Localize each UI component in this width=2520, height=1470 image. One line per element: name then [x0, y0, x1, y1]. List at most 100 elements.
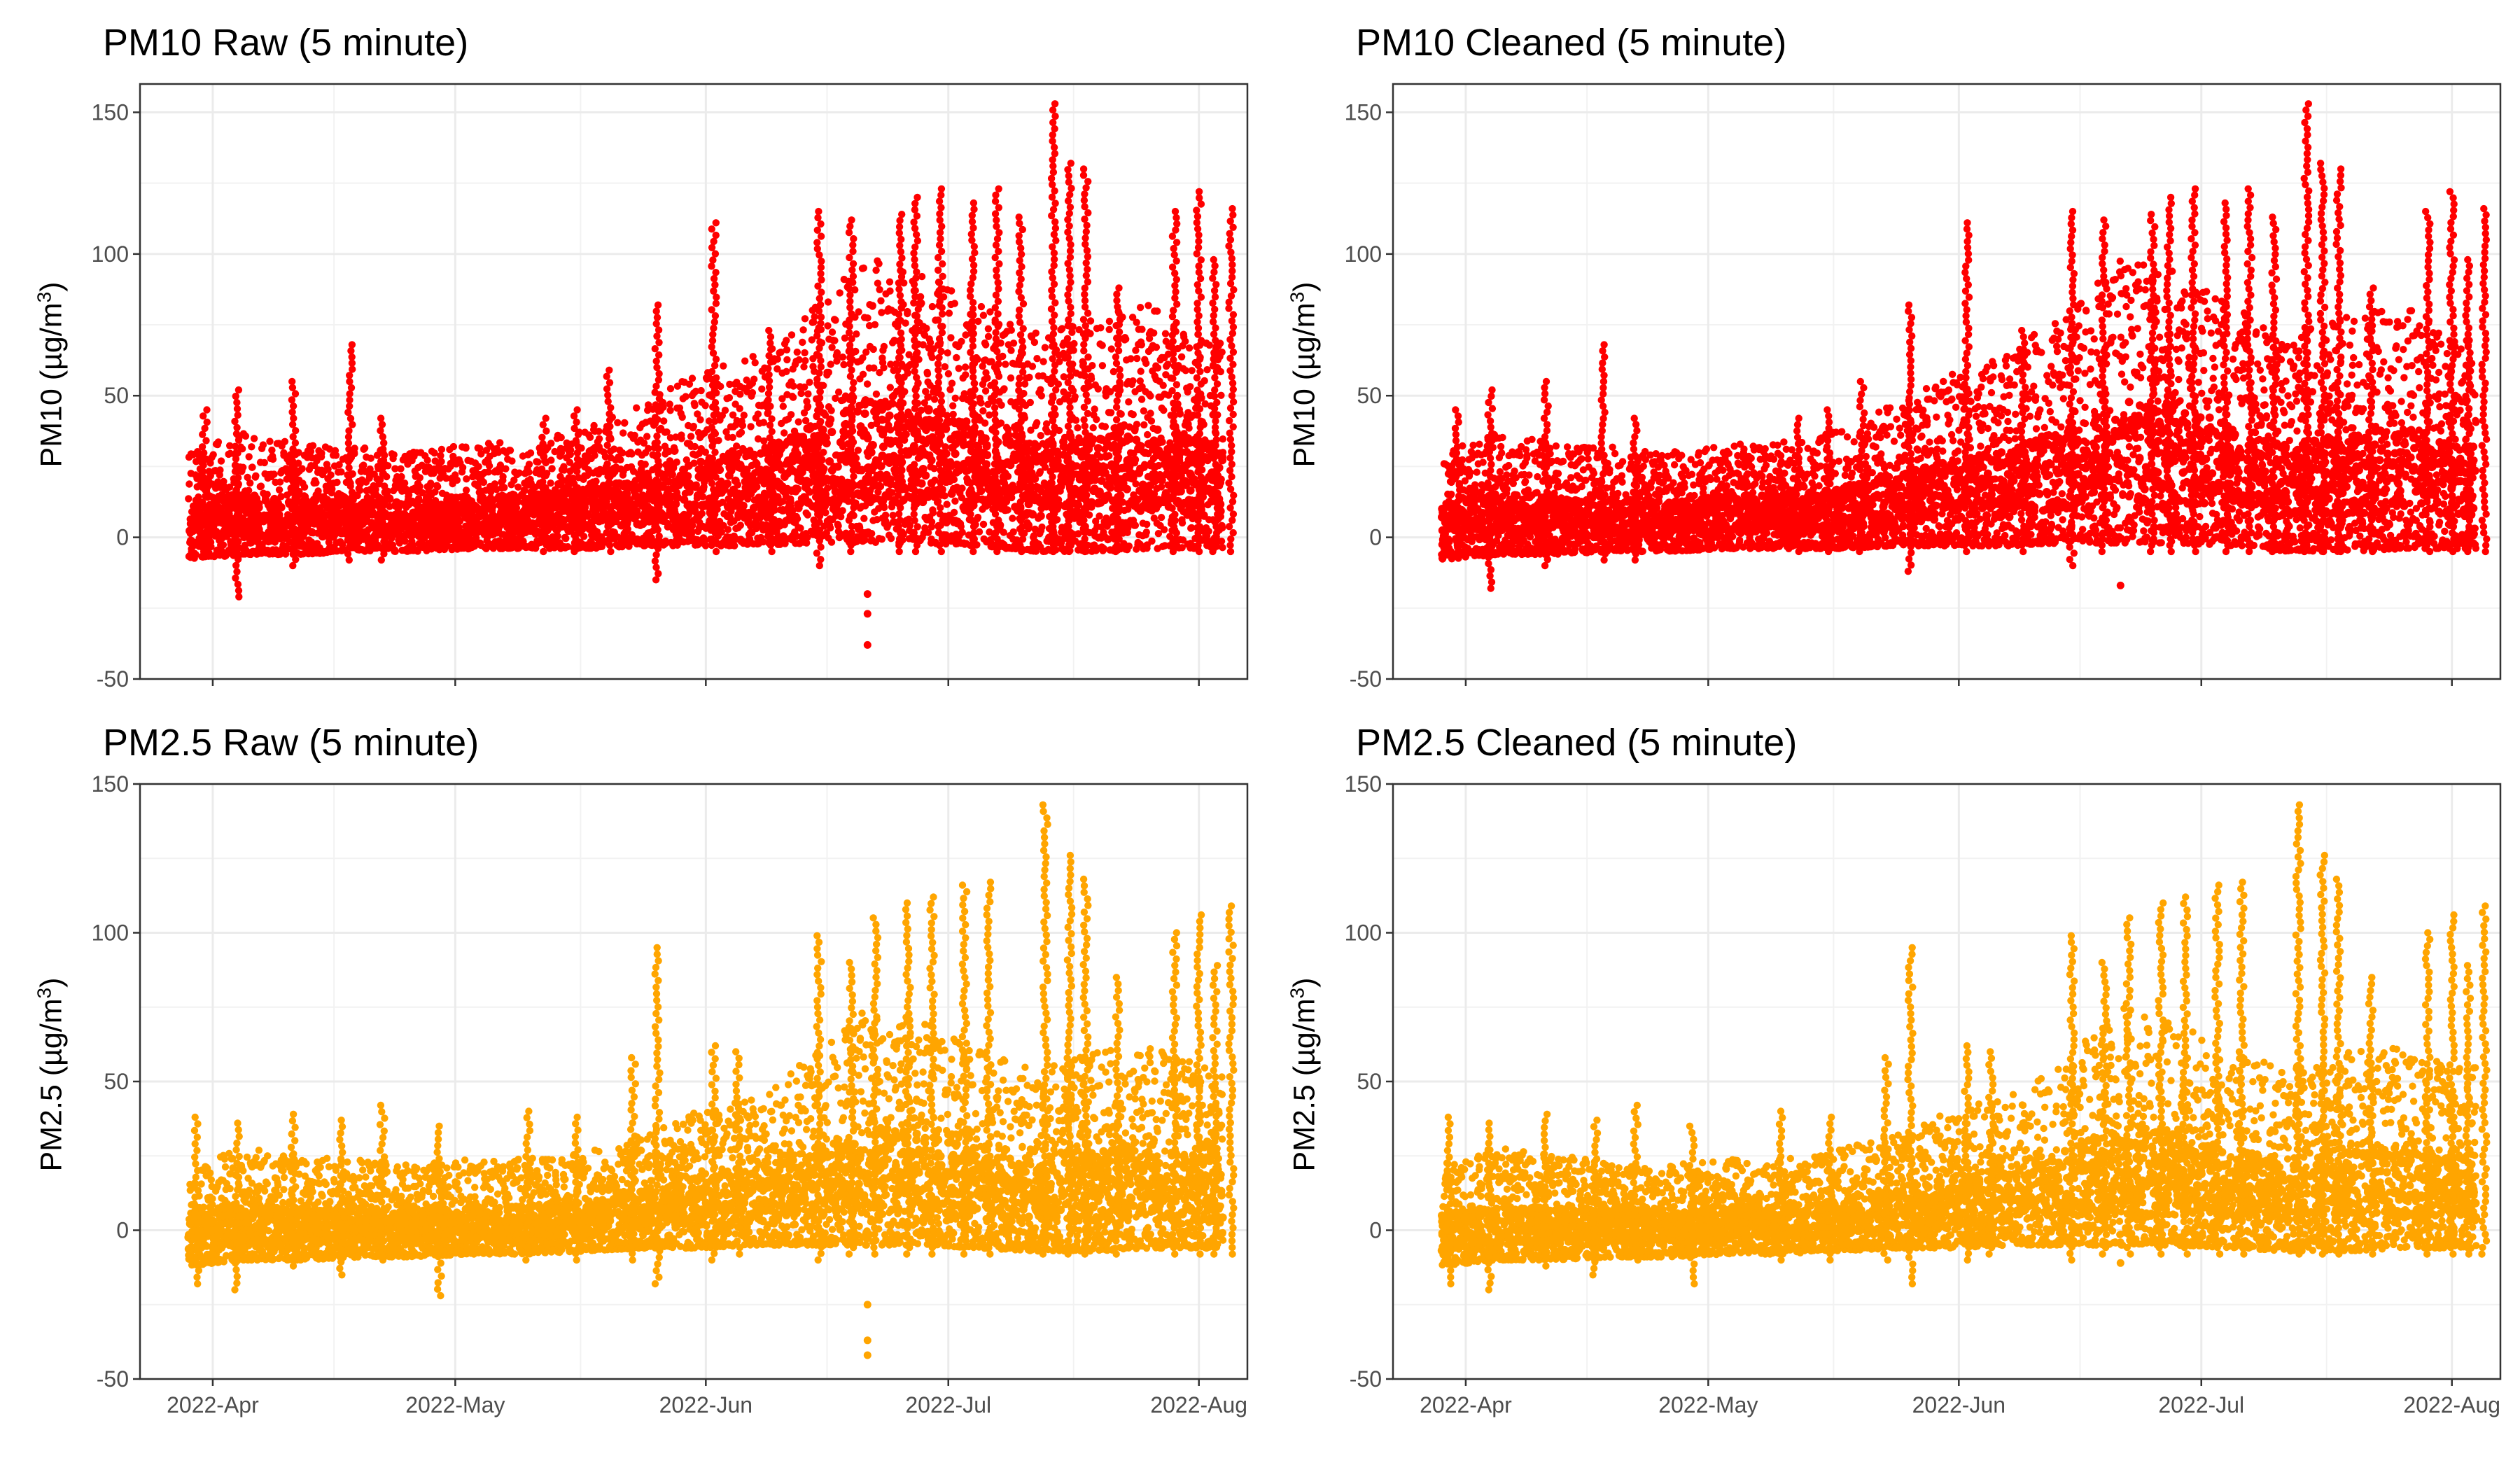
data-point — [799, 326, 807, 334]
data-point — [463, 475, 470, 483]
data-point — [832, 316, 839, 324]
data-point — [676, 404, 684, 412]
data-point — [1138, 326, 1146, 333]
data-point — [1182, 367, 1190, 374]
data-point — [337, 468, 345, 476]
data-point — [225, 483, 234, 491]
data-point — [1037, 432, 1045, 440]
data-point — [1105, 326, 1113, 333]
data-point — [824, 322, 832, 330]
data-point — [721, 407, 729, 414]
data-point — [928, 302, 937, 311]
data-point — [904, 369, 912, 377]
data-point — [620, 429, 627, 437]
data-point — [951, 394, 960, 402]
data-point — [718, 498, 727, 506]
data-point — [827, 524, 834, 532]
data-point — [186, 536, 195, 545]
data-point — [192, 551, 200, 559]
data-point — [876, 286, 883, 293]
data-point — [718, 528, 726, 536]
data-point — [318, 532, 327, 541]
data-point — [591, 451, 598, 459]
data-point — [777, 348, 785, 356]
data-point — [1038, 523, 1046, 531]
data-point — [774, 365, 781, 373]
data-point — [1186, 383, 1194, 391]
data-point — [1091, 405, 1098, 413]
data-point — [438, 445, 446, 454]
data-point — [981, 419, 989, 427]
data-point — [802, 416, 810, 425]
data-point — [696, 416, 704, 424]
data-point — [557, 449, 566, 457]
data-point — [974, 513, 982, 522]
data-point — [951, 497, 959, 505]
data-point — [1133, 318, 1140, 326]
data-point — [837, 513, 845, 521]
data-point — [438, 458, 445, 465]
data-point — [729, 411, 737, 419]
data-point — [419, 489, 426, 497]
data-point — [877, 297, 885, 304]
data-point — [1105, 317, 1114, 326]
data-point — [1157, 514, 1166, 522]
data-point — [309, 442, 317, 449]
data-point — [1158, 438, 1166, 446]
data-point — [738, 421, 747, 430]
data-point — [1009, 528, 1017, 536]
data-point — [806, 378, 813, 386]
data-point — [1125, 542, 1133, 550]
data-point — [696, 457, 706, 466]
data-point — [515, 469, 523, 477]
data-point — [1000, 528, 1008, 536]
data-point — [740, 412, 748, 419]
data-point — [491, 480, 499, 488]
data-point — [1142, 359, 1150, 368]
data-point — [780, 429, 788, 437]
data-point — [1040, 358, 1047, 365]
data-point — [736, 522, 745, 529]
data-point — [868, 530, 876, 538]
chart-title: PM10 Raw (5 minute) — [103, 21, 468, 64]
data-point — [927, 479, 936, 488]
data-point — [276, 478, 284, 486]
data-point — [1129, 377, 1137, 385]
data-point — [925, 488, 934, 497]
data-point — [840, 360, 848, 369]
data-point — [684, 461, 693, 470]
data-point — [827, 407, 835, 414]
data-point — [1088, 362, 1096, 370]
data-point — [453, 476, 461, 484]
data-point — [328, 485, 336, 493]
data-point — [551, 447, 559, 456]
data-point — [859, 370, 867, 378]
data-point — [750, 375, 758, 383]
data-point — [927, 518, 936, 526]
data-point — [612, 479, 621, 488]
data-point — [250, 435, 258, 442]
data-point — [697, 386, 705, 395]
data-point — [783, 346, 791, 354]
data-point — [326, 445, 334, 453]
data-point — [584, 471, 592, 479]
data-point — [333, 478, 341, 486]
data-point — [1140, 421, 1148, 429]
data-point — [628, 450, 636, 458]
data-point — [214, 438, 223, 446]
data-point — [827, 360, 834, 368]
data-point — [390, 451, 398, 458]
data-point — [979, 312, 988, 319]
data-point — [397, 465, 405, 472]
data-point — [479, 478, 488, 486]
data-point — [643, 433, 651, 440]
data-point — [1147, 417, 1156, 425]
data-point — [318, 449, 326, 457]
data-point — [886, 479, 895, 489]
data-point — [360, 461, 368, 469]
data-point — [855, 308, 862, 316]
data-point — [496, 439, 504, 447]
data-point — [880, 503, 888, 512]
data-point — [1089, 424, 1097, 432]
data-point — [1097, 324, 1105, 332]
